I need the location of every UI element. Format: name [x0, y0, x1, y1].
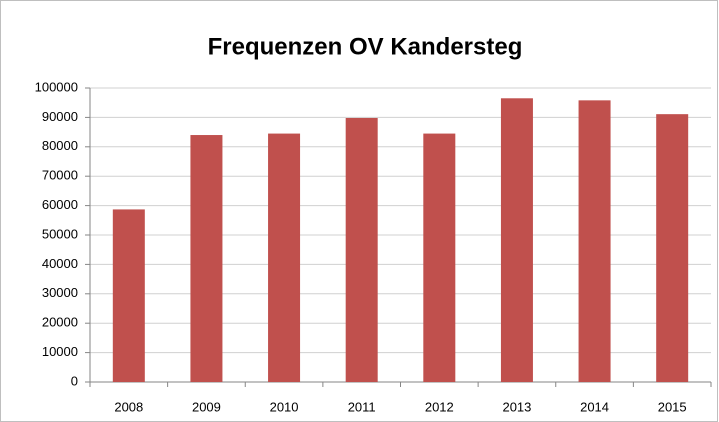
bar: [345, 117, 378, 382]
x-tick-label: 2012: [425, 399, 454, 414]
y-tick-label: 50000: [42, 226, 78, 241]
y-tick-label: 70000: [42, 168, 78, 183]
y-tick-label: 80000: [42, 138, 78, 153]
y-tick-label: 90000: [42, 109, 78, 124]
y-tick-label: 0: [71, 373, 78, 388]
x-tick-label: 2015: [658, 399, 687, 414]
bar: [423, 133, 456, 382]
bar: [656, 114, 689, 382]
y-tick-label: 100000: [35, 79, 78, 94]
bar: [268, 133, 301, 382]
y-tick-label: 10000: [42, 344, 78, 359]
bar: [578, 100, 611, 383]
x-tick-label: 2011: [348, 399, 376, 414]
bar: [500, 98, 533, 382]
y-tick-label: 30000: [42, 285, 78, 300]
chart-title: Frequenzen OV Kandersteg: [208, 33, 523, 60]
x-tick-label: 2010: [270, 399, 299, 414]
y-tick-label: 60000: [42, 197, 78, 212]
x-tick-label: 2008: [114, 399, 143, 414]
bar: [112, 209, 145, 382]
bar: [190, 135, 223, 382]
y-tick-label: 20000: [42, 315, 78, 330]
x-tick-label: 2009: [192, 399, 221, 414]
x-tick-label: 2014: [580, 399, 609, 414]
x-tick-label: 2013: [502, 399, 531, 414]
y-tick-label: 40000: [42, 256, 78, 271]
